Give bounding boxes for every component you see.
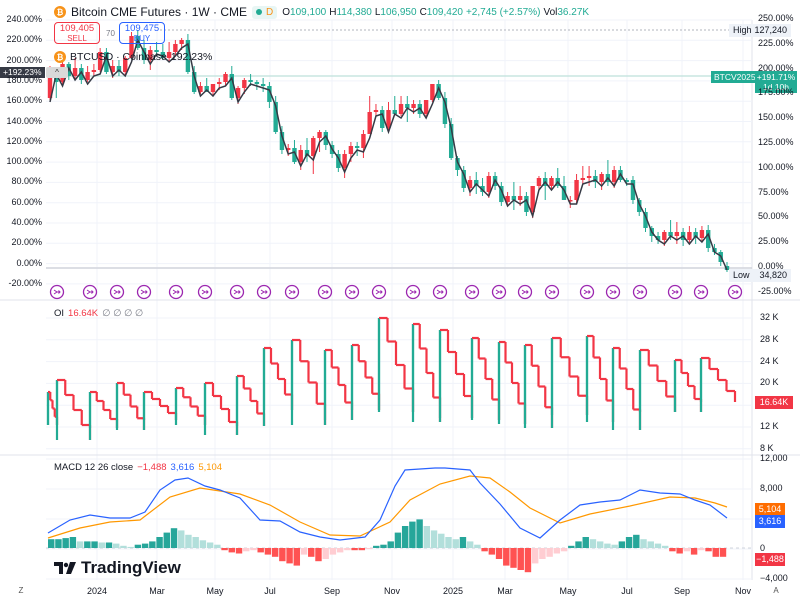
- macd-legend[interactable]: MACD 12 26 close −1,488 3,616 5,104: [54, 462, 223, 473]
- macd-axis-label: 12,000: [760, 453, 788, 463]
- compare-symbol-legend[interactable]: ₿ BTCUSD · Coinbase 192.23%: [54, 51, 212, 63]
- time-axis-label: Sep: [323, 586, 341, 596]
- bitcoin-icon: ₿: [54, 6, 66, 18]
- right-axis-label: 200.00%: [758, 62, 794, 73]
- left-axis-label: 80.00%: [11, 176, 42, 187]
- left-axis-label: 0.00%: [16, 257, 42, 268]
- time-axis-label: 2025: [442, 586, 464, 596]
- macd-hist-tag: −1,488: [755, 553, 785, 566]
- macd-line-tag: 3,616: [755, 515, 785, 528]
- macd-axis-label: −4,000: [760, 573, 788, 583]
- spread-value: 70: [106, 29, 115, 38]
- time-axis-label: May: [206, 586, 224, 596]
- last-price-tag: +191.71% 1d 10h: [755, 71, 797, 93]
- timezone-button[interactable]: Z: [18, 586, 24, 595]
- left-axis-label: 220.00%: [6, 34, 42, 45]
- data-delay-badge: D: [266, 6, 274, 18]
- bitcoin-icon: ₿: [54, 51, 66, 63]
- oi-legend[interactable]: OI 16.64K ∅ ∅ ∅ ∅: [54, 308, 144, 319]
- time-axis-label: Mar: [497, 586, 513, 596]
- time-axis-label: Nov: [734, 586, 752, 596]
- right-axis-label: 150.00%: [758, 112, 794, 123]
- buy-button[interactable]: 109,475 BUY: [119, 22, 165, 44]
- oi-last-tag: 16.64K: [755, 396, 793, 409]
- oi-axis-label: 20 K: [760, 377, 779, 388]
- oi-axis-label: 32 K: [760, 312, 779, 322]
- sell-button[interactable]: 109,405 SELL: [54, 22, 100, 44]
- high-marker: High 127,240: [729, 24, 791, 37]
- right-axis-label: 175.00%: [758, 87, 794, 98]
- time-axis-label: Sep: [673, 586, 691, 596]
- right-axis-label: -25.00%: [758, 285, 792, 296]
- oi-axis-label: 8 K: [760, 442, 774, 453]
- left-axis-label: 100.00%: [6, 156, 42, 167]
- collapse-legend-button[interactable]: ^: [46, 67, 68, 78]
- time-axis-label: Jul: [621, 586, 633, 596]
- market-status-pill[interactable]: D: [252, 5, 278, 19]
- symbol-title[interactable]: Bitcoin CME Futures · 1W · CME: [71, 5, 248, 19]
- low-marker: Low 34,820: [729, 269, 791, 282]
- left-axis-label: 140.00%: [6, 115, 42, 126]
- time-axis-label: May: [559, 586, 577, 596]
- left-axis-label: 180.00%: [6, 74, 42, 85]
- oi-axis-label: 28 K: [760, 333, 779, 344]
- macd-signal-tag: 5,104: [755, 503, 785, 516]
- time-axis-label: Mar: [149, 586, 165, 596]
- time-axis-label: Nov: [383, 586, 401, 596]
- left-axis-label: 200.00%: [6, 54, 42, 65]
- market-open-dot-icon: [256, 9, 263, 15]
- right-axis-label: 125.00%: [758, 137, 794, 147]
- right-axis-label: 0.00%: [758, 261, 784, 271]
- right-axis-label: 225.00%: [758, 37, 794, 48]
- right-axis-label: 25.00%: [758, 236, 789, 247]
- oi-axis-label: 12 K: [760, 421, 779, 431]
- tradingview-logo[interactable]: TradingView: [54, 558, 181, 578]
- right-axis-label: 100.00%: [758, 161, 794, 172]
- macd-axis-label: 0: [760, 543, 766, 553]
- right-axis-label: 50.00%: [758, 211, 789, 222]
- left-axis-label: 120.00%: [6, 135, 42, 146]
- oi-axis-label: 24 K: [760, 355, 779, 366]
- auto-scale-button[interactable]: A: [773, 586, 779, 595]
- right-axis-label: 75.00%: [758, 186, 789, 197]
- time-axis-label: Jul: [264, 586, 276, 596]
- compare-value-badge: +192.23%: [0, 67, 45, 78]
- macd-axis-label: 8,000: [760, 483, 783, 493]
- left-axis-label: 40.00%: [11, 217, 42, 227]
- left-axis-label: 240.00%: [6, 14, 42, 24]
- left-axis-label: 20.00%: [11, 237, 42, 248]
- right-axis-label: 250.00%: [758, 13, 794, 23]
- ohlc-values: O109,100 H114,380 L106,950 C109,420 +2,7…: [282, 6, 590, 18]
- left-axis-label: 160.00%: [6, 95, 42, 106]
- time-axis-label: 2024: [86, 586, 108, 596]
- contract-tag: BTCV2025: [711, 71, 759, 83]
- left-axis-label: -20.00%: [8, 277, 42, 288]
- left-axis-label: 60.00%: [11, 196, 42, 207]
- symbol-header: ₿ Bitcoin CME Futures · 1W · CME D O109,…: [54, 4, 589, 20]
- tradingview-logo-icon: [54, 562, 76, 574]
